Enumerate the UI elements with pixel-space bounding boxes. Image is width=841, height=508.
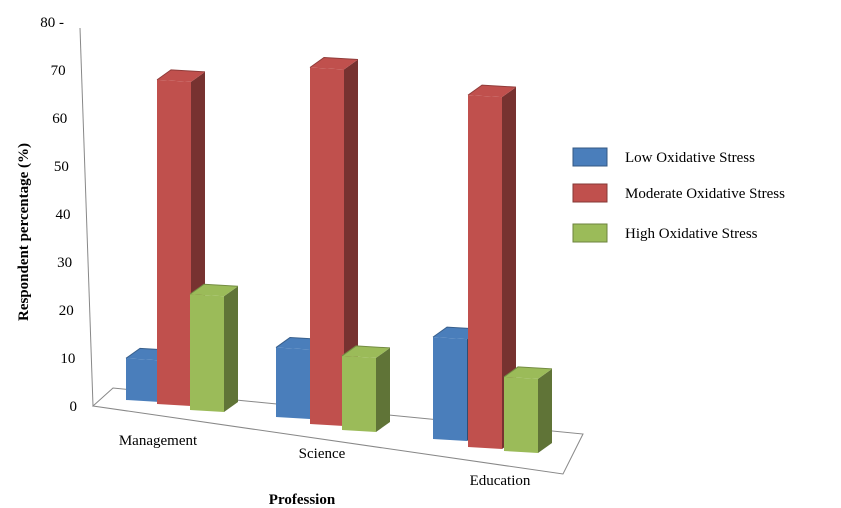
bar-top bbox=[468, 85, 516, 98]
bar-edge bbox=[467, 84, 517, 96]
bar bbox=[467, 84, 517, 450]
y-axis-title: Respondent percentage (%) bbox=[16, 143, 32, 321]
legend-label: High Oxidative Stress bbox=[625, 226, 758, 242]
bar-front bbox=[126, 358, 160, 402]
legend-swatch bbox=[572, 183, 608, 203]
x-category-label: Science bbox=[299, 446, 346, 462]
x-axis-labels: Management Science Education bbox=[119, 433, 531, 489]
x-axis-title: Profession bbox=[269, 492, 336, 508]
bar-edge bbox=[309, 56, 359, 68]
y-axis-line bbox=[79, 27, 94, 407]
bar-edge bbox=[341, 345, 391, 357]
bar-side bbox=[224, 286, 238, 412]
y-tick-label: 50 bbox=[54, 159, 69, 175]
y-tick-label: 60 bbox=[52, 111, 67, 127]
bar bbox=[341, 345, 391, 432]
bar-front bbox=[504, 376, 538, 453]
bar-front bbox=[276, 347, 310, 419]
bar-top bbox=[157, 69, 205, 82]
y-tick-label: 40 bbox=[55, 207, 70, 223]
bar-top bbox=[504, 366, 552, 379]
bar-top bbox=[190, 284, 238, 297]
y-tick-label: 70 bbox=[51, 63, 66, 79]
bar bbox=[309, 56, 359, 427]
y-tick-label: 10 bbox=[60, 351, 75, 367]
bar-side bbox=[538, 368, 552, 453]
bar-side bbox=[502, 87, 516, 450]
legend-label: Moderate Oxidative Stress bbox=[625, 186, 785, 202]
bar-front bbox=[468, 95, 502, 450]
bar-front bbox=[310, 67, 344, 427]
legend-swatch bbox=[572, 223, 608, 243]
bars-group bbox=[125, 56, 553, 453]
y-tick-label: 80 - bbox=[40, 15, 64, 31]
y-tick-label: 0 bbox=[70, 399, 78, 415]
bar bbox=[503, 366, 553, 453]
bar-front bbox=[157, 79, 191, 407]
legend-swatch bbox=[572, 147, 608, 167]
bar-edge bbox=[189, 283, 239, 295]
bar-top bbox=[310, 57, 358, 70]
bar-front bbox=[342, 355, 376, 432]
bar bbox=[189, 283, 239, 412]
bar-front bbox=[433, 337, 467, 441]
y-tick-label: 20 bbox=[59, 303, 74, 319]
legend-label: Low Oxidative Stress bbox=[625, 150, 755, 166]
y-tick-label: 30 bbox=[57, 255, 72, 271]
bar-front bbox=[190, 294, 224, 412]
legend: Low Oxidative Stress Moderate Oxidative S… bbox=[572, 147, 785, 243]
bar-side bbox=[344, 59, 358, 427]
x-category-label: Education bbox=[470, 473, 531, 489]
y-axis: 0 10 20 30 40 50 60 70 80 - bbox=[40, 15, 94, 415]
bar-top bbox=[342, 345, 390, 358]
x-category-label: Management bbox=[119, 433, 198, 449]
bar-edge bbox=[156, 69, 206, 81]
bar-edge bbox=[503, 366, 553, 378]
bar-side bbox=[376, 347, 390, 432]
